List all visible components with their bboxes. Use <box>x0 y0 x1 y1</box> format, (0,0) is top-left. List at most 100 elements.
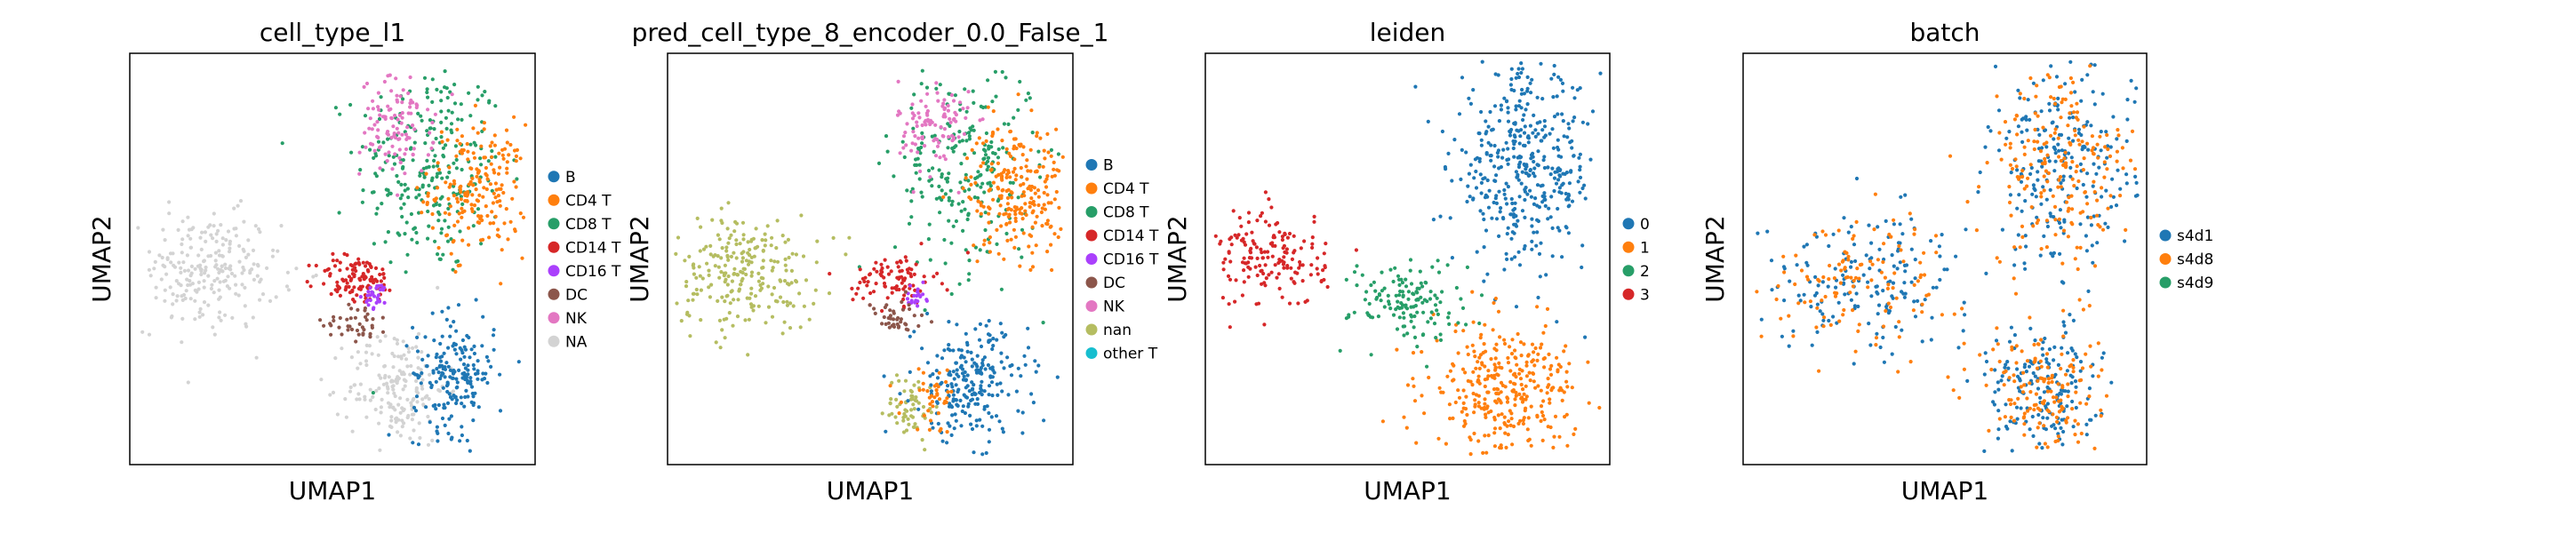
data-point <box>1884 308 1888 314</box>
data-point <box>909 408 914 412</box>
data-point <box>1546 377 1550 381</box>
data-point <box>942 112 947 116</box>
data-point <box>1406 297 1411 301</box>
data-point <box>1826 284 1830 289</box>
data-point <box>780 234 785 238</box>
data-point <box>760 238 764 243</box>
data-point <box>1882 242 1886 246</box>
data-point <box>744 272 748 277</box>
data-point <box>701 247 707 251</box>
data-point <box>2044 352 2050 356</box>
data-point <box>1415 286 1420 290</box>
data-point <box>373 266 379 270</box>
data-point <box>782 320 787 324</box>
data-point <box>420 386 425 391</box>
data-point <box>169 315 173 320</box>
data-point <box>851 298 855 302</box>
data-point <box>1560 183 1564 187</box>
data-point <box>386 401 391 405</box>
data-point <box>910 116 916 121</box>
data-point <box>2018 378 2022 383</box>
data-point <box>452 320 456 324</box>
data-point <box>934 388 939 393</box>
data-point <box>2042 188 2046 193</box>
data-point <box>1535 121 1540 125</box>
data-point <box>408 436 412 441</box>
data-point <box>471 126 476 131</box>
data-point <box>1882 360 1886 364</box>
data-point <box>508 219 513 224</box>
data-point <box>2022 365 2027 370</box>
data-point <box>1031 401 1036 405</box>
data-point <box>1020 227 1025 232</box>
data-point <box>1260 268 1264 273</box>
data-point <box>462 209 467 213</box>
data-point <box>1409 305 1413 309</box>
data-point <box>1521 387 1525 392</box>
data-point <box>964 156 970 161</box>
data-point <box>861 296 866 300</box>
data-point <box>699 318 703 322</box>
data-point <box>1554 181 1559 186</box>
data-point <box>1828 322 1833 327</box>
data-point <box>415 241 420 245</box>
data-point <box>2118 194 2123 198</box>
data-point <box>1576 179 1580 184</box>
data-point <box>460 167 464 172</box>
data-point <box>415 400 420 404</box>
data-point <box>2060 386 2065 390</box>
data-point <box>948 402 952 406</box>
data-point <box>402 421 406 426</box>
data-point <box>983 211 988 215</box>
data-point <box>1560 81 1565 85</box>
data-point <box>695 216 700 220</box>
data-point <box>172 263 176 267</box>
data-point <box>900 307 906 312</box>
data-point <box>430 311 435 315</box>
data-point <box>1759 317 1764 322</box>
data-point <box>1514 394 1518 398</box>
data-point <box>370 352 374 356</box>
data-point <box>1872 227 1876 232</box>
data-point <box>2102 160 2107 164</box>
data-point <box>140 330 145 334</box>
data-point <box>1881 324 1886 329</box>
data-point <box>403 188 407 193</box>
data-point <box>466 380 470 385</box>
data-point <box>2100 195 2104 199</box>
data-point <box>2022 433 2027 437</box>
data-point <box>882 314 886 320</box>
data-point <box>2054 395 2059 400</box>
data-point <box>1502 415 1507 419</box>
data-point <box>758 282 763 288</box>
data-point <box>449 237 453 242</box>
data-point <box>905 188 909 193</box>
panel-title: pred_cell_type_8_encoder_0.0_False_1 <box>632 18 1109 47</box>
data-point <box>972 195 977 200</box>
data-point <box>1502 267 1507 272</box>
data-point <box>1298 259 1302 265</box>
data-point <box>1517 367 1522 371</box>
data-point <box>2057 178 2061 182</box>
data-point <box>1545 391 1549 395</box>
legend-marker <box>548 288 560 300</box>
data-point <box>1021 145 1026 149</box>
data-point <box>466 363 470 368</box>
data-point <box>684 284 689 289</box>
data-point <box>343 397 348 402</box>
data-point <box>375 335 380 339</box>
data-point <box>1430 265 1435 269</box>
data-point <box>435 352 439 356</box>
data-point <box>756 244 760 249</box>
data-point <box>982 355 987 360</box>
data-point <box>1046 201 1051 205</box>
data-point <box>2066 209 2070 213</box>
data-point <box>1540 413 1546 418</box>
data-point <box>1483 176 1487 180</box>
data-point <box>402 353 406 357</box>
data-point <box>1013 235 1018 239</box>
data-point <box>992 370 996 375</box>
data-point <box>1791 329 1796 333</box>
data-point <box>1522 392 1526 396</box>
data-point <box>405 125 410 130</box>
